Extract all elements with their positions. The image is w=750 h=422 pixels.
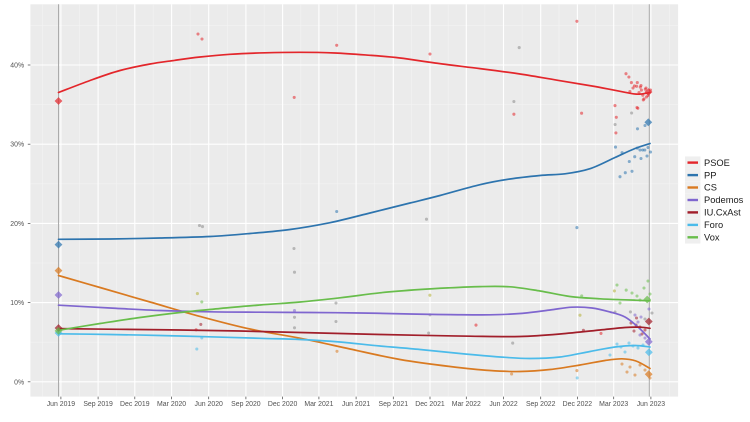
svg-text:Podemos: Podemos [704, 195, 744, 205]
svg-text:Mar 2020: Mar 2020 [157, 401, 186, 408]
svg-text:PP: PP [704, 170, 716, 180]
svg-text:Dec 2020: Dec 2020 [268, 401, 298, 408]
svg-text:Dec 2021: Dec 2021 [415, 401, 445, 408]
svg-text:Sep 2022: Sep 2022 [526, 401, 556, 408]
svg-text:Mar 2023: Mar 2023 [599, 401, 628, 408]
svg-text:Foro: Foro [704, 220, 723, 230]
svg-text:Jun 2019: Jun 2019 [47, 401, 76, 408]
svg-text:PSOE: PSOE [704, 158, 730, 168]
svg-text:Jun 2022: Jun 2022 [489, 401, 518, 408]
svg-text:Sep 2021: Sep 2021 [379, 401, 409, 408]
svg-text:Mar 2021: Mar 2021 [304, 401, 333, 408]
svg-text:Dec 2022: Dec 2022 [563, 401, 593, 408]
svg-text:Sep 2020: Sep 2020 [231, 401, 261, 408]
svg-text:Jun 2021: Jun 2021 [342, 401, 371, 408]
svg-text:10%: 10% [10, 300, 24, 307]
svg-text:40%: 40% [10, 63, 24, 70]
svg-text:Jun 2023: Jun 2023 [637, 401, 666, 408]
svg-text:Dec 2019: Dec 2019 [120, 401, 150, 408]
svg-text:IU.CxAst: IU.CxAst [704, 208, 741, 218]
svg-text:Mar 2022: Mar 2022 [452, 401, 481, 408]
svg-text:30%: 30% [10, 142, 24, 149]
svg-text:Vox: Vox [704, 233, 720, 243]
svg-text:Jun 2020: Jun 2020 [195, 401, 224, 408]
svg-text:20%: 20% [10, 221, 24, 228]
svg-text:CS: CS [704, 183, 717, 193]
svg-text:Sep 2019: Sep 2019 [83, 401, 113, 408]
svg-text:0%: 0% [14, 379, 24, 386]
